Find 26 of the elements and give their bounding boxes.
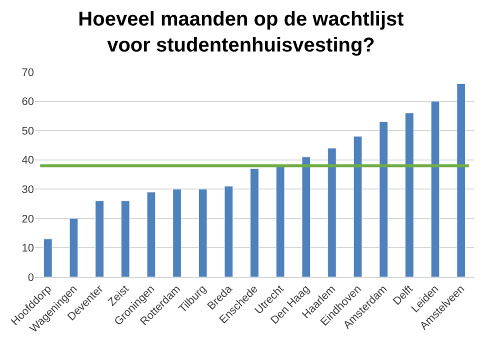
bar bbox=[302, 156, 311, 277]
bar bbox=[250, 168, 259, 277]
bar bbox=[44, 238, 52, 277]
bar bbox=[172, 188, 182, 277]
bar bbox=[198, 188, 208, 277]
y-tick-label: 10 bbox=[22, 242, 34, 255]
bar bbox=[69, 218, 78, 277]
bar bbox=[224, 186, 234, 277]
y-tick-label: 60 bbox=[22, 96, 34, 108]
bar bbox=[121, 200, 130, 277]
y-tick-label: 20 bbox=[22, 213, 34, 226]
bar bbox=[146, 192, 156, 277]
chart-title: Hoeveel maanden op de wachtlijst voor studentenhuisvesting? bbox=[78, 8, 404, 57]
bar bbox=[379, 122, 388, 277]
bar bbox=[430, 101, 440, 277]
y-tick-label: 50 bbox=[22, 125, 34, 138]
bar bbox=[276, 165, 285, 277]
y-tick-label: 40 bbox=[22, 154, 34, 167]
y-tick-label: 30 bbox=[22, 184, 34, 196]
bar bbox=[456, 83, 466, 277]
y-tick-label: 70 bbox=[22, 66, 34, 79]
bar bbox=[328, 148, 336, 277]
bar bbox=[353, 136, 362, 277]
y-tick-label: 0 bbox=[28, 272, 34, 284]
bar bbox=[95, 200, 104, 277]
bar bbox=[405, 112, 414, 277]
